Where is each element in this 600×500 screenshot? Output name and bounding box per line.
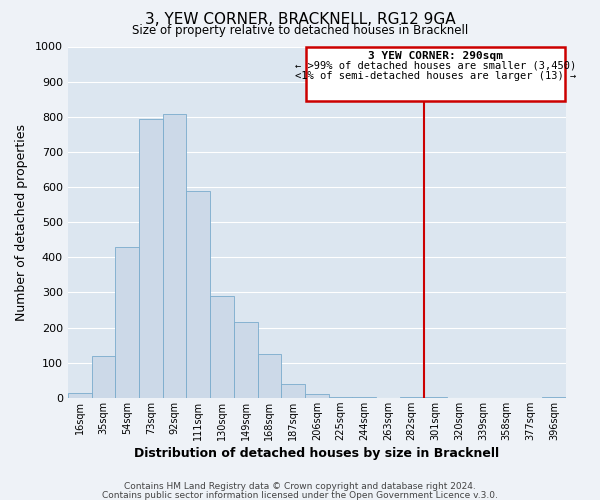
Bar [542,397,566,398]
Bar [163,114,187,398]
Bar [210,296,234,398]
Bar [187,190,210,398]
Text: Contains public sector information licensed under the Open Government Licence v.: Contains public sector information licen… [102,490,498,500]
Bar [68,392,92,398]
X-axis label: Distribution of detached houses by size in Bracknell: Distribution of detached houses by size … [134,447,499,460]
Bar [305,394,329,398]
Text: <1% of semi-detached houses are larger (13) →: <1% of semi-detached houses are larger (… [295,71,577,81]
Text: 3, YEW CORNER, BRACKNELL, RG12 9GA: 3, YEW CORNER, BRACKNELL, RG12 9GA [145,12,455,28]
Text: Size of property relative to detached houses in Bracknell: Size of property relative to detached ho… [132,24,468,37]
Text: ← >99% of detached houses are smaller (3,450): ← >99% of detached houses are smaller (3… [295,60,577,70]
Bar [234,322,257,398]
Bar [115,246,139,398]
Bar [400,397,424,398]
Bar [306,46,565,101]
Text: Contains HM Land Registry data © Crown copyright and database right 2024.: Contains HM Land Registry data © Crown c… [124,482,476,491]
Text: 3 YEW CORNER: 290sqm: 3 YEW CORNER: 290sqm [368,50,503,60]
Bar [139,118,163,398]
Bar [329,396,352,398]
Bar [92,356,115,398]
Y-axis label: Number of detached properties: Number of detached properties [15,124,28,320]
Bar [281,384,305,398]
Bar [257,354,281,398]
